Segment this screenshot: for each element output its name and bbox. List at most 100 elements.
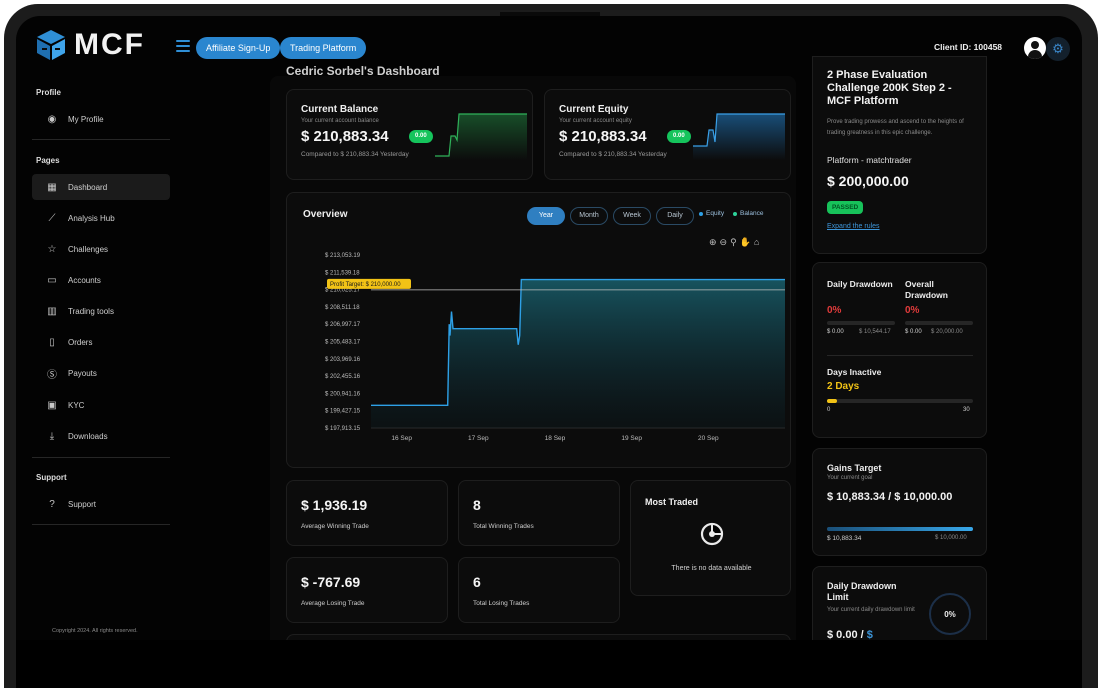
- sidebar-item-accounts[interactable]: ▭ Accounts: [32, 267, 170, 293]
- current-equity-card: Current Equity Your current account equi…: [544, 89, 791, 180]
- expand-rules-link[interactable]: Expand the rules: [827, 223, 880, 230]
- zoom-in-icon[interactable]: ⊕: [709, 237, 717, 247]
- gains-title: Gains Target: [827, 463, 882, 473]
- change-badge: 0.00: [667, 130, 691, 143]
- y-tick-label: $ 205,483.17: [325, 340, 361, 346]
- y-tick-label: $ 211,539.18: [325, 270, 360, 276]
- home-icon[interactable]: ⌂: [753, 237, 760, 247]
- grid-icon: ▦: [47, 181, 57, 193]
- total-winning-trades-card: 8 Total Winning Trades: [458, 480, 620, 546]
- days-inactive-value: 2 Days: [827, 381, 860, 392]
- compare-text: Compared to $ 210,883.34 Yesterday: [559, 151, 667, 158]
- overall-drawdown-label: Overall Drawdown: [905, 279, 948, 300]
- sidebar-item-payouts[interactable]: Ⓢ Payouts: [32, 360, 170, 386]
- compare-text: Compared to $ 210,883.34 Yesterday: [301, 151, 409, 158]
- profit-target-badge: [327, 278, 411, 289]
- stat-value: $ 1,936.19: [301, 497, 368, 513]
- receipt-icon: ▯: [49, 336, 55, 348]
- sidebar-item-label: Orders: [68, 337, 93, 347]
- sidebar-item-support[interactable]: ? Support: [32, 491, 170, 517]
- stat-value: $ -767.69: [301, 574, 361, 590]
- profit-target-label: Profit Target: $ 210,000.00: [330, 282, 401, 288]
- sidebar-item-analysis-hub[interactable]: ⟋ Analysis Hub: [32, 205, 170, 231]
- gains-fill: [827, 527, 973, 531]
- daily-drawdown-bar: [827, 321, 895, 325]
- sidebar-item-downloads[interactable]: ⤓ Downloads: [32, 423, 170, 449]
- equity-sparkline: [693, 113, 785, 160]
- sidebar-item-orders[interactable]: ▯ Orders: [32, 329, 170, 355]
- tab-month[interactable]: Month: [570, 207, 608, 225]
- top-header: MCF Affiliate Sign-Up Trading Platform C…: [16, 16, 1082, 76]
- days-inactive-fill: [827, 399, 837, 403]
- overview-title: Overview: [303, 209, 348, 220]
- y-tick-label: $ 206,997.17: [325, 322, 361, 328]
- brand-name: MCF: [74, 28, 145, 61]
- y-tick-label: $ 208,511.18: [325, 305, 360, 311]
- avg-losing-trade-card: $ -767.69 Average Losing Trade: [286, 557, 448, 623]
- card-subtitle: Your current account equity: [559, 118, 632, 124]
- challenge-amount: $ 200,000.00: [827, 173, 909, 189]
- sidebar-item-kyc[interactable]: ▣ KYC: [32, 392, 170, 418]
- hamburger-icon[interactable]: [176, 40, 190, 52]
- tab-week[interactable]: Week: [613, 207, 651, 225]
- y-tick-label: $ 213,053.19: [325, 253, 361, 259]
- x-tick-label: 19 Sep: [621, 435, 642, 442]
- sidebar-item-my-profile[interactable]: ◉ My Profile: [32, 106, 170, 132]
- y-tick-label: $ 197,913.15: [325, 426, 361, 432]
- laptop-base: [16, 640, 1082, 688]
- brand-logo[interactable]: MCF: [34, 28, 145, 62]
- mcf-cube-logo-icon: [37, 30, 65, 60]
- tab-year[interactable]: Year: [527, 207, 565, 225]
- x-tick-label: 18 Sep: [545, 435, 566, 442]
- gear-icon[interactable]: ⚙: [1046, 37, 1070, 61]
- ddl-subtitle: Your current daily drawdown limit: [827, 607, 915, 613]
- app-screen: MCF Affiliate Sign-Up Trading Platform C…: [16, 16, 1082, 640]
- sidebar-heading-support: Support: [36, 473, 67, 482]
- y-tick-label: $ 199,427.15: [325, 409, 361, 415]
- zoom-out-icon[interactable]: ⊖: [719, 237, 728, 247]
- id-card-icon: ▣: [47, 399, 57, 411]
- daily-dd-max: $ 10,544.17: [859, 329, 891, 335]
- ddl-value: $ 0.00 / $: [827, 629, 873, 640]
- trading-platform-button[interactable]: Trading Platform: [280, 37, 367, 59]
- days-min: 0: [827, 407, 831, 413]
- sidebar-divider: [32, 524, 170, 525]
- x-tick-label: 17 Sep: [468, 435, 489, 442]
- equity-line: [371, 278, 785, 406]
- sidebar-item-dashboard[interactable]: ▦ Dashboard: [32, 174, 170, 200]
- sidebar-item-label: Analysis Hub: [68, 213, 115, 223]
- legend-balance[interactable]: Balance: [733, 210, 764, 217]
- daily-drawdown-label: Daily Drawdown: [827, 279, 893, 289]
- tab-daily[interactable]: Daily: [656, 207, 694, 225]
- legend-equity[interactable]: Equity: [699, 210, 724, 217]
- sidebar-item-trading-tools[interactable]: ▥ Trading tools: [32, 298, 170, 324]
- status-badge: PASSED: [827, 201, 864, 214]
- magnifier-icon[interactable]: ⚲: [730, 237, 737, 247]
- x-tick-label: 16 Sep: [391, 435, 412, 442]
- wallet-icon: ▭: [47, 274, 57, 286]
- daily-dd-min: $ 0.00: [827, 329, 844, 335]
- user-avatar-icon[interactable]: [1024, 37, 1046, 59]
- overall-dd-max: $ 20,000.00: [931, 329, 963, 335]
- sidebar-item-challenges[interactable]: ☆ Challenges: [32, 236, 170, 262]
- gains-target-card: Gains Target Your current goal $ 10,883.…: [812, 448, 987, 556]
- sidebar-item-label: Challenges: [68, 244, 109, 254]
- pie-chart-icon: [700, 522, 724, 546]
- chart-icon: ▥: [47, 305, 57, 317]
- dollar-icon: Ⓢ: [47, 369, 57, 381]
- sidebar-item-label: Dashboard: [68, 182, 108, 192]
- client-id: Client ID: 100458: [934, 42, 1003, 52]
- download-icon: ⤓: [49, 430, 55, 442]
- pan-hand-icon[interactable]: ✋: [739, 237, 751, 247]
- affiliate-signup-button[interactable]: Affiliate Sign-Up: [196, 37, 281, 59]
- sidebar-divider: [32, 139, 170, 140]
- equity-value: $ 210,883.34: [559, 128, 647, 145]
- copyright: Copyright 2024. All rights reserved.: [52, 628, 138, 634]
- days-max: 30: [963, 407, 970, 413]
- sidebar-heading-pages: Pages: [36, 156, 60, 165]
- platform-label: Platform - matchtrader: [827, 155, 912, 165]
- card-title: Most Traded: [645, 497, 699, 507]
- sidebar-item-label: Downloads: [68, 431, 108, 441]
- overview-line-chart: $ 213,053.19 $ 211,539.18 $ 210,025.17 $ 20…: [325, 253, 785, 442]
- stat-label: Average Winning Trade: [301, 523, 369, 530]
